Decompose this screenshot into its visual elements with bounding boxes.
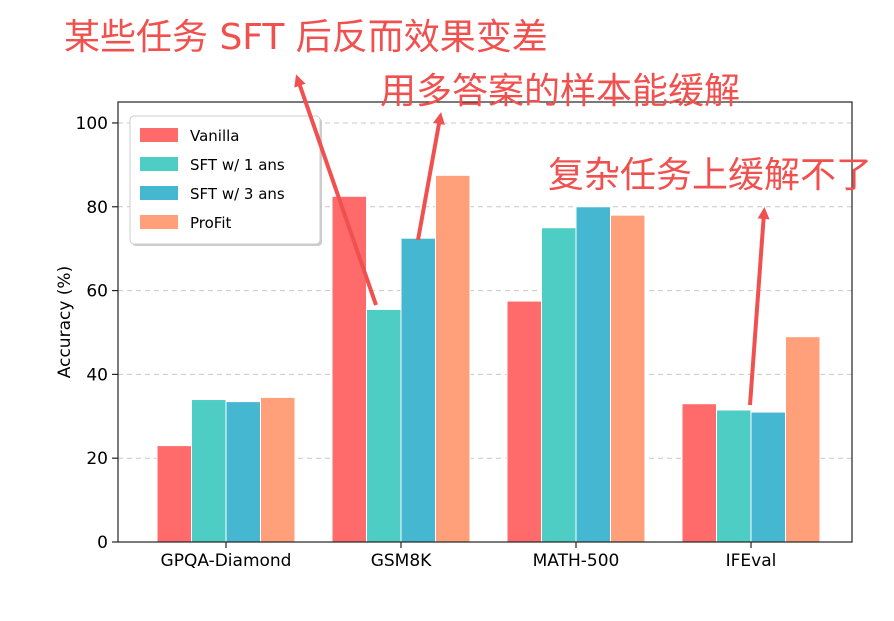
bar (366, 308, 402, 543)
bar (506, 300, 542, 543)
annotation-text-2: 用多答案的样本能缓解 (380, 71, 741, 112)
bar (331, 195, 367, 543)
legend-label: SFT w/ 3 ans (190, 185, 285, 203)
bar (435, 174, 471, 543)
x-tick-label: GSM8K (371, 551, 432, 571)
x-tick-label: IFEval (726, 551, 777, 571)
arrow-1 (294, 74, 378, 306)
y-tick-label: 0 (97, 533, 108, 553)
x-axis: GPQA-Diamond GSM8K MATH-500 IFEval (161, 542, 777, 571)
legend-swatch (140, 157, 178, 171)
bar (225, 401, 261, 543)
legend-label: ProFit (190, 214, 232, 232)
x-tick-label: GPQA-Diamond (161, 551, 292, 571)
annotation-arrows (294, 74, 770, 406)
bar (541, 227, 577, 543)
bar (400, 237, 436, 543)
y-tick-label: 80 (86, 198, 108, 218)
bar (575, 206, 611, 543)
bar (716, 409, 752, 543)
legend-label: Vanilla (190, 127, 240, 145)
legend-label: SFT w/ 1 ans (190, 156, 285, 174)
bar (191, 399, 227, 543)
bar (156, 445, 192, 543)
annotation-text-1: 某些任务 SFT 后反而效果变差 (64, 17, 548, 58)
bar (750, 411, 786, 543)
arrow-2 (416, 112, 445, 241)
bar (785, 336, 821, 543)
y-tick-label: 40 (86, 365, 108, 385)
legend-swatch (140, 215, 178, 229)
y-axis: 0 20 40 60 80 100 (76, 114, 118, 553)
bars (156, 174, 821, 543)
arrow-3 (748, 207, 770, 406)
annotation-text-3: 复杂任务上缓解不了 (548, 155, 873, 196)
y-tick-label: 20 (86, 449, 108, 469)
bar (681, 403, 717, 543)
legend: Vanilla SFT w/ 1 ans SFT w/ 3 ans ProFit (129, 115, 322, 246)
x-tick-label: MATH-500 (533, 551, 620, 571)
legend-box (129, 115, 321, 245)
bar (260, 396, 296, 543)
bar (610, 214, 646, 543)
plot-frame (117, 101, 853, 543)
y-axis-label: Accuracy (%) (55, 266, 75, 378)
y-tick-label: 60 (86, 282, 108, 302)
y-tick-label: 100 (76, 114, 108, 134)
legend-swatch (140, 186, 178, 200)
legend-swatch (140, 128, 178, 142)
